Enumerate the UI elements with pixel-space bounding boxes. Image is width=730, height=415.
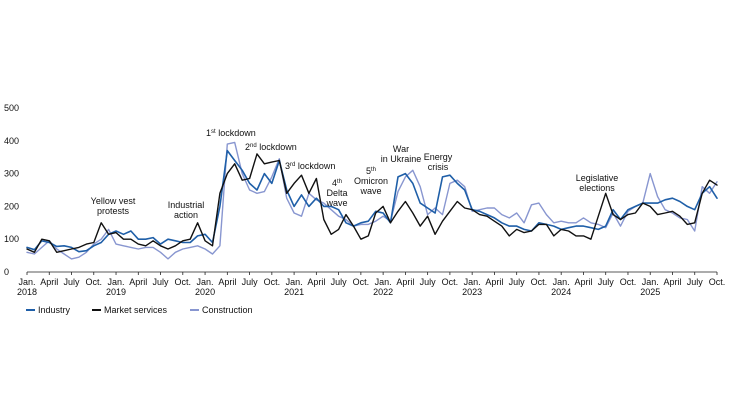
x-tick-label: April (40, 277, 58, 287)
legend-item-construction: Construction (190, 305, 253, 315)
x-tick-label: 2023 (462, 287, 482, 297)
legend-label: Market services (104, 305, 168, 315)
annotation-text: 3rd lockdown (285, 161, 335, 171)
x-tick-label: Oct. (175, 277, 192, 287)
x-tick-label: Jan. (197, 277, 214, 287)
legend-item-market-services: Market services (92, 305, 168, 315)
x-tick-label: Jan. (286, 277, 303, 287)
legend-label: Construction (202, 305, 253, 315)
x-tick-label: Jan. (18, 277, 35, 287)
x-tick-label: April (218, 277, 236, 287)
annotation-text: crisis (428, 162, 449, 172)
legend-item-industry: Industry (26, 305, 71, 315)
x-tick-label: April (485, 277, 503, 287)
x-tick-label: Jan. (375, 277, 392, 287)
x-tick-label: 2019 (106, 287, 126, 297)
y-tick-label-300: 300 (4, 169, 19, 179)
annotation-text: Omicron (354, 176, 388, 186)
x-tick-label: Oct. (442, 277, 459, 287)
x-tick-label: April (574, 277, 592, 287)
x-tick-label: July (153, 277, 170, 287)
x-tick-label: July (242, 277, 259, 287)
annotation-text: 5th (366, 166, 376, 176)
x-tick-label: Oct. (531, 277, 548, 287)
annotation-lockdown-2: 2nd lockdown (245, 142, 297, 152)
x-tick-label: Jan. (464, 277, 481, 287)
x-tick-label: July (598, 277, 615, 287)
annotation-lockdown-1: 1st lockdown (206, 128, 256, 138)
series-line-market-services (26, 153, 718, 254)
annotation-text: 2nd lockdown (245, 142, 297, 152)
annotation-text: Delta (326, 188, 347, 198)
annotation-text: wave (359, 186, 381, 196)
annotation-text: Legislative (576, 173, 619, 183)
x-tick-label: 2024 (551, 287, 571, 297)
x-tick-label: Jan. (642, 277, 659, 287)
x-tick-label: 2025 (640, 287, 660, 297)
annotation-text: Energy (424, 152, 453, 162)
x-tick-label: Oct. (86, 277, 103, 287)
x-tick-label: 2020 (195, 287, 215, 297)
y-tick-label-200: 200 (4, 201, 19, 211)
annotation-text: protests (97, 206, 130, 216)
annotation-text: Yellow vest (91, 196, 136, 206)
x-tick-label: July (509, 277, 526, 287)
x-tick-label: April (129, 277, 147, 287)
x-tick-label: Oct. (264, 277, 281, 287)
annotation-text: 1st lockdown (206, 128, 256, 138)
y-tick-label-500: 500 (4, 103, 19, 113)
x-tick-label: July (64, 277, 81, 287)
annotation-text: wave (325, 198, 347, 208)
annotation-text: War (393, 144, 409, 154)
x-tick-label: April (663, 277, 681, 287)
annotation-text: action (174, 210, 198, 220)
x-tick-label: 2018 (17, 287, 37, 297)
x-tick-label: 2022 (373, 287, 393, 297)
x-tick-label: July (687, 277, 704, 287)
x-tick-label: July (420, 277, 437, 287)
annotation-text: elections (579, 183, 615, 193)
x-tick-label: Jan. (108, 277, 125, 287)
x-tick-label: Oct. (620, 277, 637, 287)
x-tick-label: July (331, 277, 348, 287)
annotation-text: in Ukraine (381, 154, 422, 164)
annotation-text: Industrial (168, 200, 205, 210)
annotation-text: 4th (332, 178, 342, 188)
x-tick-label: April (396, 277, 414, 287)
series-line-industry (26, 149, 718, 253)
x-tick-label: Oct. (353, 277, 370, 287)
legend-label: Industry (38, 305, 71, 315)
y-tick-label-400: 400 (4, 136, 19, 146)
y-tick-label-100: 100 (4, 234, 19, 244)
x-tick-label: April (307, 277, 325, 287)
annotation-lockdown-3: 3rd lockdown (285, 161, 335, 171)
x-tick-label: Jan. (553, 277, 570, 287)
x-tick-label: 2021 (284, 287, 304, 297)
x-tick-label: Oct. (709, 277, 726, 287)
y-tick-label-0: 0 (4, 267, 9, 277)
